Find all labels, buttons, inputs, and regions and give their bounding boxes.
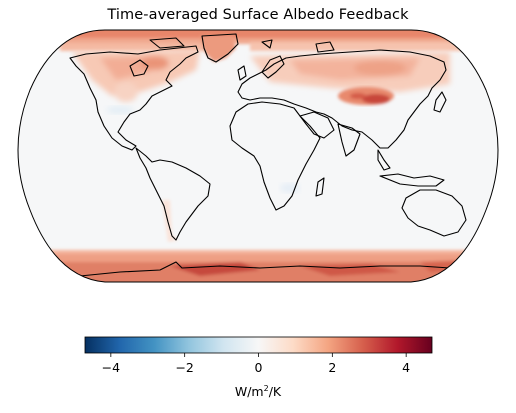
- arctic-feedback-band: [18, 30, 498, 51]
- coastline-india: [337, 123, 361, 157]
- tibet-feedback-patch: [338, 87, 394, 105]
- colorbar-tick-label: 0: [255, 360, 263, 375]
- colorbar-tick-label: −2: [175, 360, 193, 375]
- andes-feedback-patch: [162, 200, 178, 242]
- coastline-new-zealand: [483, 229, 493, 247]
- colorbar-ticks: −4 −2 0 2 4: [102, 353, 410, 375]
- globe-outline: [17, 29, 499, 283]
- coastline-british-isles: [237, 65, 247, 81]
- colorbar-tick-label: −4: [102, 360, 120, 375]
- coastline-eurasia: [237, 49, 447, 149]
- colorbar-fill: [84, 336, 433, 354]
- coastline-scandinavia: [261, 55, 285, 79]
- coastline-hudson-bay: [129, 59, 149, 77]
- antarctic-feedback-band: [18, 250, 498, 282]
- coastline-antarctica: [79, 261, 481, 277]
- africa-negative-patch: [280, 183, 300, 193]
- coastline-australia: [401, 189, 467, 237]
- coastline-arabia: [299, 111, 335, 139]
- coastlines: [69, 33, 493, 277]
- coastline-north-america: [69, 45, 199, 151]
- tropical-negative-patch: [106, 106, 134, 114]
- coastline-south-america: [135, 147, 211, 241]
- coastline-novaya-zemlya: [315, 41, 335, 53]
- greenland-feedback-patch: [200, 36, 236, 62]
- colorbar-label: W/m2/K: [234, 384, 282, 400]
- world-map: [17, 29, 499, 283]
- coastline-arctic-islands: [149, 37, 185, 49]
- coastline-greenland: [201, 33, 239, 63]
- chart-title: Time-averaged Surface Albedo Feedback: [107, 7, 409, 23]
- colorbar-tick-label: 4: [402, 360, 410, 375]
- coastline-indonesia: [379, 173, 445, 187]
- eurasia-feedback-patch: [250, 52, 450, 92]
- coastline-africa: [229, 101, 321, 211]
- coastline-japan: [433, 91, 447, 113]
- coastline-svalbard: [261, 39, 273, 49]
- colorbar-tick-label: 2: [328, 360, 336, 375]
- coastline-southeast-asia: [377, 149, 391, 171]
- coastline-madagascar: [315, 177, 325, 197]
- colorbar: −4 −2 0 2 4: [84, 336, 433, 375]
